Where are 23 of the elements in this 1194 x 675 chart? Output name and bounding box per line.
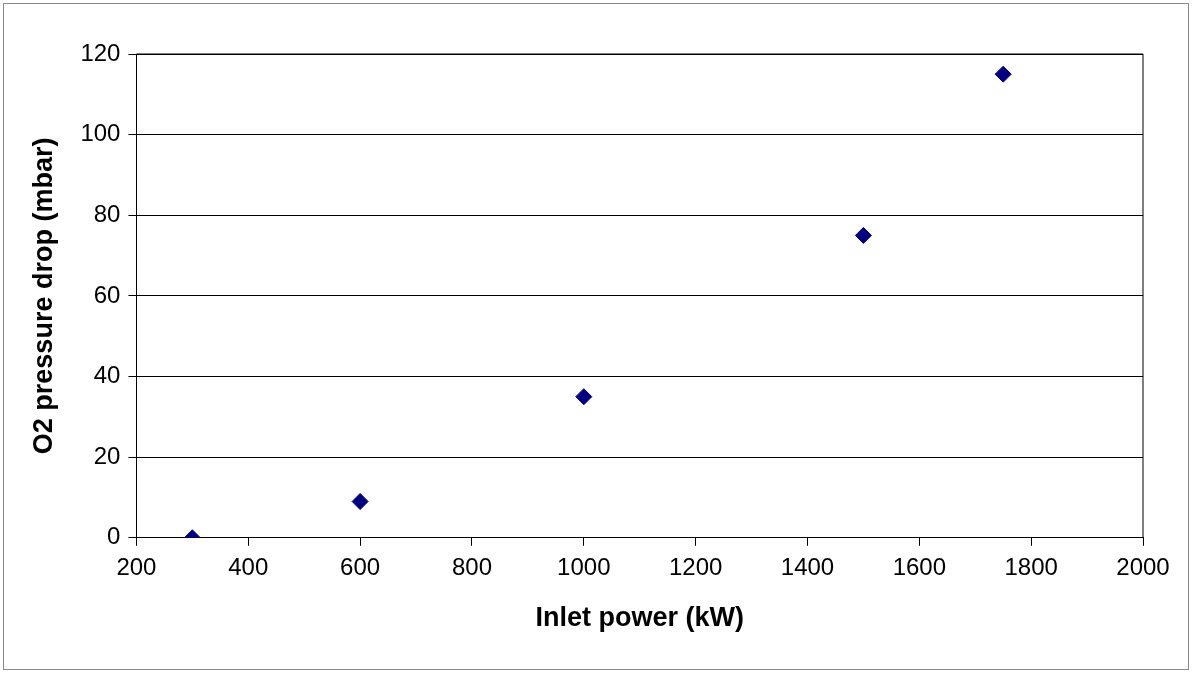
x-tick-label: 1600 [892, 552, 947, 580]
x-tick-label: 1400 [780, 552, 835, 580]
x-tick-label: 600 [340, 552, 381, 580]
y-tick-label: 80 [93, 199, 121, 227]
x-tick-label: 2000 [1116, 552, 1170, 580]
y-tick-label: 40 [93, 361, 121, 389]
y-axis-title: O2 pressure drop (mbar) [27, 137, 58, 455]
y-tick-label: 20 [93, 441, 121, 469]
x-tick-label: 400 [228, 552, 269, 580]
x-axis-title: Inlet power (kW) [535, 602, 744, 633]
point [351, 493, 369, 511]
point [854, 226, 872, 244]
point [575, 388, 593, 406]
x-tick-label: 1000 [557, 552, 611, 580]
y-tick-label: 100 [80, 119, 121, 147]
x-tick-label: 1800 [1004, 552, 1058, 580]
x-tick-label: 200 [116, 552, 157, 580]
x-tick-label: 800 [451, 552, 492, 580]
x-tick-label: 1200 [668, 552, 723, 580]
y-tick-label: 0 [107, 522, 121, 550]
y-tick-label: 120 [80, 38, 121, 66]
point [994, 65, 1012, 83]
y-tick-label: 60 [93, 280, 121, 308]
